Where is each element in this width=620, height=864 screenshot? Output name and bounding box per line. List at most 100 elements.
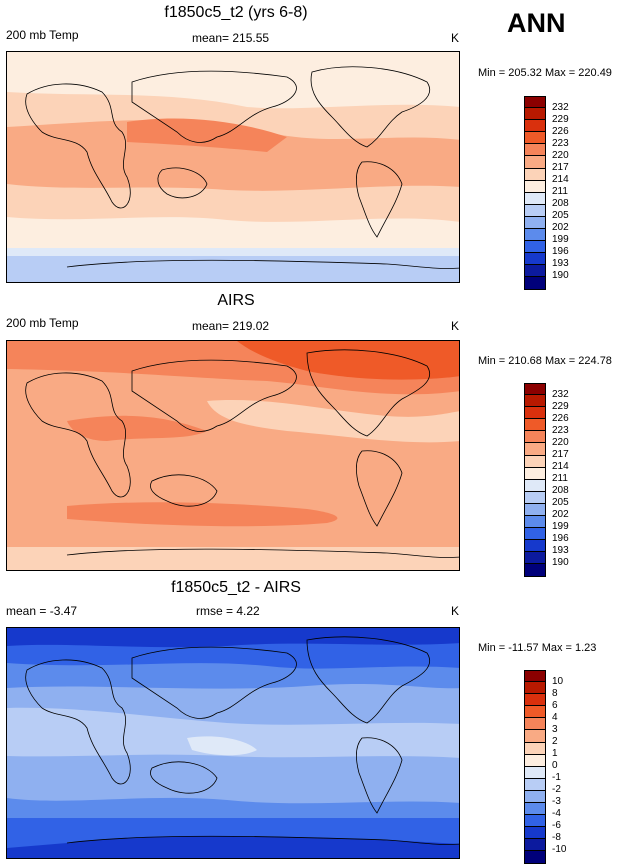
colorbar-label: 217 (552, 449, 569, 460)
colorbar-label: 196 (552, 533, 569, 544)
colorbar-swatch (524, 754, 546, 767)
panel-2-center-label: mean= 219.02 (192, 319, 270, 333)
panel-1-left-label: 200 mb Temp (6, 28, 79, 42)
colorbar-swatch (524, 540, 546, 553)
colorbar-swatch (524, 803, 546, 816)
panel-1-title: f1850c5_t2 (yrs 6-8) (164, 4, 308, 21)
colorbar-swatch (524, 132, 546, 145)
colorbar-label: -8 (552, 832, 561, 843)
colorbar-label: 6 (552, 700, 558, 711)
colorbar-swatch (524, 419, 546, 432)
colorbar-label: 226 (552, 413, 569, 424)
panel-2-left-label: 200 mb Temp (6, 316, 79, 330)
colorbar-swatch (524, 168, 546, 181)
colorbar-swatch (524, 120, 546, 133)
colorbar-label: 193 (552, 258, 569, 269)
colorbar-label: 208 (552, 198, 569, 209)
panel-1-unit: K (451, 31, 460, 45)
colorbar-swatch (524, 815, 546, 828)
colorbar-swatch (524, 694, 546, 707)
panel-1-colorbar (524, 96, 546, 290)
colorbar-label: -4 (552, 808, 561, 819)
colorbar-swatch (524, 277, 546, 290)
colorbar-swatch (524, 455, 546, 468)
panel-2-colorbar (524, 383, 546, 577)
colorbar-swatch (524, 479, 546, 492)
colorbar-label: 220 (552, 437, 569, 448)
panel-1-center-label: mean= 215.55 (192, 31, 270, 45)
colorbar-swatch (524, 467, 546, 480)
colorbar-label: 229 (552, 401, 569, 412)
colorbar-label: 232 (552, 102, 569, 113)
colorbar-label: 232 (552, 389, 569, 400)
panel-2-unit: K (451, 319, 460, 333)
colorbar-label: 1 (552, 748, 558, 759)
colorbar-label: 199 (552, 521, 569, 532)
colorbar-label: -2 (552, 784, 561, 795)
colorbar-swatch (524, 144, 546, 157)
colorbar-swatch (524, 790, 546, 804)
colorbar-swatch (524, 443, 546, 456)
colorbar-swatch (524, 180, 546, 193)
colorbar-swatch (524, 552, 546, 565)
colorbar-label: 211 (552, 473, 568, 484)
colorbar-swatch (524, 670, 546, 683)
panel-3-center-label: rmse = 4.22 (196, 604, 260, 618)
colorbar-label: 202 (552, 509, 569, 520)
colorbar-label: 211 (552, 186, 568, 197)
panel-3-colorbar (524, 670, 546, 864)
season-label: ANN (507, 8, 566, 38)
panel-2-map (6, 340, 460, 571)
colorbar-label: 217 (552, 162, 569, 173)
colorbar-swatch (524, 706, 546, 719)
colorbar-label: 3 (552, 724, 558, 735)
colorbar-swatch (524, 528, 546, 541)
panel-3-minmax: Min = -11.57 Max = 1.23 (478, 642, 597, 654)
colorbar-swatch (524, 827, 546, 840)
colorbar-label: -1 (552, 772, 561, 783)
colorbar-swatch (524, 204, 546, 217)
colorbar-label: 202 (552, 222, 569, 233)
colorbar-label: 193 (552, 545, 569, 556)
colorbar-swatch (524, 96, 546, 109)
colorbar-swatch (524, 407, 546, 420)
colorbar-swatch (524, 156, 546, 169)
colorbar-label: 190 (552, 557, 569, 568)
colorbar-swatch (524, 253, 546, 266)
colorbar-label: 208 (552, 485, 569, 496)
colorbar-swatch (524, 431, 546, 444)
colorbar-label: 205 (552, 497, 569, 508)
colorbar-swatch (524, 682, 546, 695)
colorbar-label: 10 (552, 676, 564, 687)
colorbar-swatch (524, 516, 546, 529)
colorbar-label: 190 (552, 270, 569, 281)
panel-2-title: AIRS (217, 292, 255, 309)
colorbar-swatch (524, 108, 546, 121)
colorbar-label: 214 (552, 174, 569, 185)
colorbar-label: 205 (552, 210, 569, 221)
panel-1-minmax: Min = 205.32 Max = 220.49 (478, 67, 612, 79)
colorbar-swatch (524, 491, 546, 504)
colorbar-label: 196 (552, 246, 569, 257)
colorbar-swatch (524, 395, 546, 408)
colorbar-swatch (524, 839, 546, 852)
colorbar-label: 226 (552, 126, 569, 137)
colorbar-swatch (524, 503, 546, 517)
colorbar-label: 2 (552, 736, 558, 747)
colorbar-label: 223 (552, 425, 569, 436)
colorbar-label: 8 (552, 688, 558, 699)
colorbar-swatch (524, 851, 546, 864)
panel-1-map (6, 51, 460, 283)
colorbar-label: -6 (552, 820, 561, 831)
colorbar-swatch (524, 564, 546, 577)
colorbar-label: 0 (552, 760, 558, 771)
colorbar-label: 4 (552, 712, 558, 723)
colorbar-swatch (524, 192, 546, 205)
colorbar-label: -3 (552, 796, 561, 807)
panel-2-minmax: Min = 210.68 Max = 224.78 (478, 355, 612, 367)
colorbar-label: -10 (552, 844, 567, 855)
panel-3-map (6, 627, 460, 859)
colorbar-label: 199 (552, 234, 569, 245)
colorbar-swatch (524, 265, 546, 278)
colorbar-swatch (524, 229, 546, 242)
